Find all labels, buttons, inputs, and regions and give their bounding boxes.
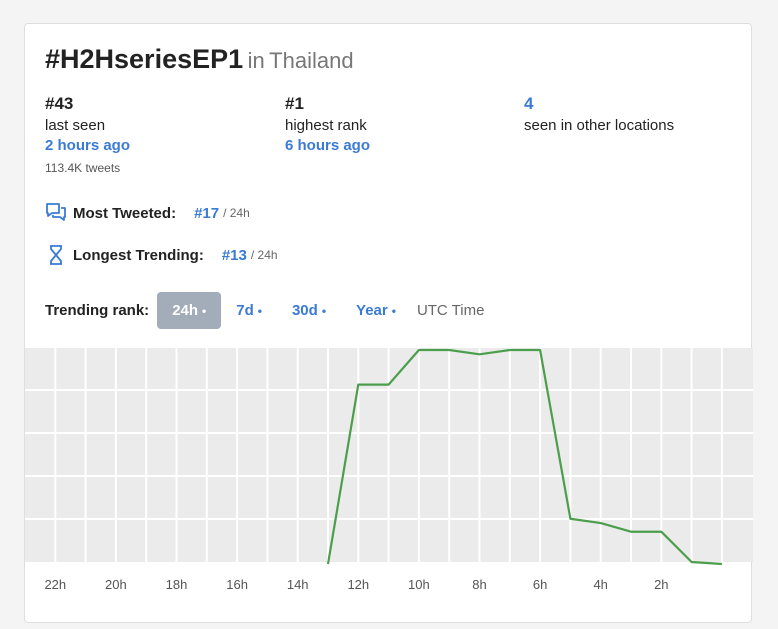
x-tick-label: 18h <box>166 577 188 592</box>
longest-trending-label: Longest Trending: <box>73 246 204 264</box>
location-prefix: in <box>247 48 265 73</box>
range-24h-button[interactable]: 24h • <box>157 292 222 329</box>
trend-hashtag[interactable]: #H2HseriesEP1 <box>45 44 244 74</box>
chat-bubbles-icon <box>45 202 67 224</box>
range-label: Trending rank: <box>45 302 150 319</box>
most-tweeted-label: Most Tweeted: <box>73 204 177 222</box>
range-7d-dot: • <box>257 304 262 318</box>
x-tick-label: 14h <box>287 577 309 592</box>
range-24h-dot: • <box>202 304 207 318</box>
most-tweeted-period: / 24h <box>223 206 250 220</box>
trend-card: #H2HseriesEP1 in Thailand #43 last seen … <box>24 23 753 624</box>
range-year-dot: • <box>391 304 396 318</box>
x-tick-label: 10h <box>408 577 430 592</box>
stat-other-locations: 4 seen in other locations <box>524 94 674 135</box>
range-30d-label: 30d <box>291 302 318 319</box>
range-year-label: Year <box>356 302 388 319</box>
trend-title: #H2HseriesEP1 in Thailand <box>45 44 354 75</box>
highest-rank-time-link[interactable]: 6 hours ago <box>285 137 371 154</box>
tweet-count: 113.4K tweets <box>45 161 121 175</box>
x-tick-label: 4h <box>593 577 607 592</box>
other-locations-label: seen in other locations <box>524 117 675 134</box>
longest-trending-rank-link[interactable]: #13 <box>221 246 247 264</box>
trend-location[interactable]: Thailand <box>269 48 354 73</box>
x-tick-label: 16h <box>226 577 248 592</box>
x-tick-label: 12h <box>347 577 369 592</box>
range-7d-button[interactable]: 7d • <box>221 292 277 329</box>
range-7d-label: 7d <box>236 302 254 319</box>
most-tweeted-row: Most Tweeted: #17 / 24h <box>45 202 250 224</box>
range-24h-label: 24h <box>172 302 199 319</box>
longest-trending-period: / 24h <box>250 248 278 262</box>
most-tweeted-rank-link[interactable]: #17 <box>194 204 220 222</box>
highest-rank-label: highest rank <box>285 117 367 134</box>
range-30d-button[interactable]: 30d • <box>277 292 341 329</box>
last-seen-label: last seen <box>45 117 106 134</box>
timezone-toggle[interactable]: UTC Time <box>416 302 485 319</box>
range-year-button[interactable]: Year • <box>341 292 411 329</box>
x-tick-label: 6h <box>533 577 547 592</box>
other-locations-count-link[interactable]: 4 <box>524 94 534 113</box>
highest-rank-value: #1 <box>285 94 304 113</box>
longest-trending-row: Longest Trending: #13 / 24h <box>45 244 278 266</box>
hourglass-icon <box>45 244 67 266</box>
range-30d-dot: • <box>321 304 327 318</box>
stat-highest-rank: #1 highest rank 6 hours ago <box>285 94 370 155</box>
trending-rank-chart: 22h 20h 18h 16h 14h 12h 10h 8h 6h 4h 2h <box>25 348 753 624</box>
x-tick-label: 8h <box>472 577 486 592</box>
range-selector: Trending rank: 24h • 7d • 30d • Year • UTC T… <box>45 292 484 329</box>
stat-last-seen: #43 last seen 2 hours ago 113.4K tweets <box>45 94 130 175</box>
rank-series-line <box>326 348 722 566</box>
x-tick-label: 2h <box>654 577 668 592</box>
x-tick-label: 22h <box>44 577 66 592</box>
trending-rank-chart-svg: 22h 20h 18h 16h 14h 12h 10h 8h 6h 4h 2h <box>25 348 753 592</box>
last-seen-rank: #43 <box>45 94 74 113</box>
last-seen-time-link[interactable]: 2 hours ago <box>45 137 131 154</box>
x-tick-label: 20h <box>105 577 127 592</box>
